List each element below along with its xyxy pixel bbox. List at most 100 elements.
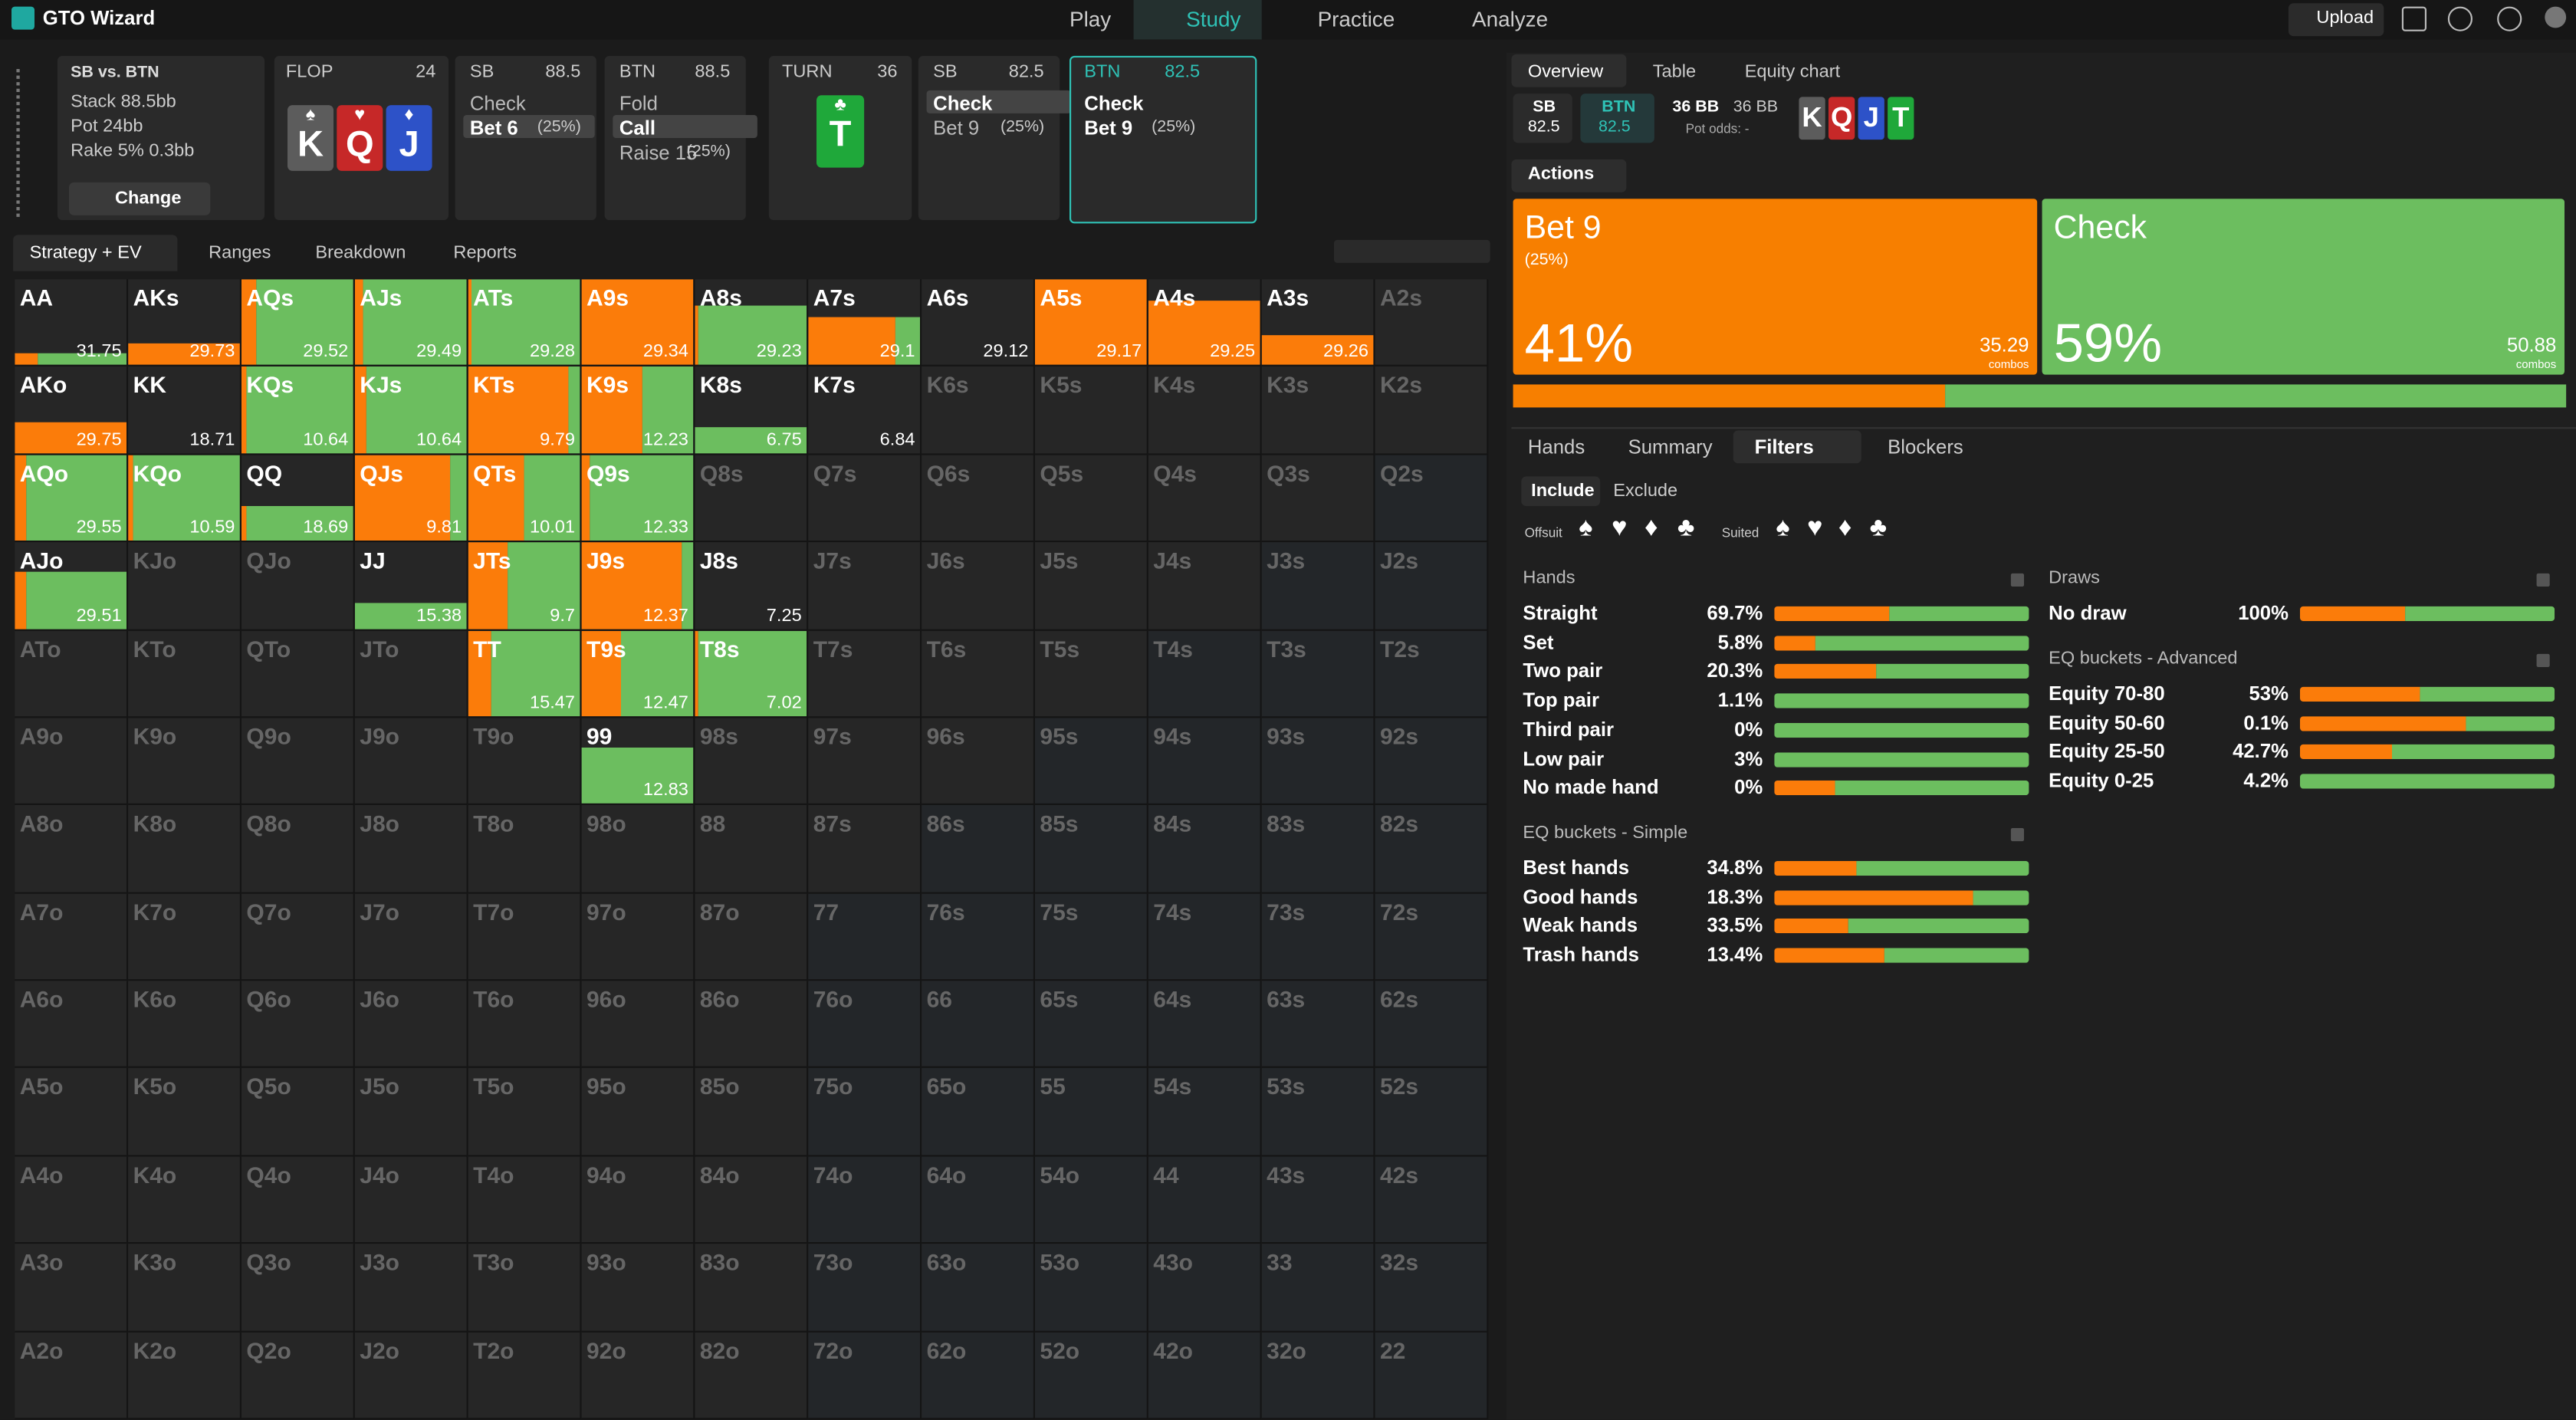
right-tab[interactable]: Table [1652,62,1697,83]
action-option[interactable]: Bet 9 [933,117,980,140]
suit-toggle[interactable]: ♥ [1807,514,1823,543]
hand-cell[interactable]: 65s [1035,981,1148,1069]
action-card[interactable] [1513,199,2038,375]
hand-cell[interactable]: 93s [1261,718,1375,806]
hand-cell[interactable]: J2o [354,1332,468,1420]
hand-cell[interactable]: Q9s 12.33 [581,455,695,543]
grid-tab[interactable]: Breakdown [315,243,406,263]
hand-cell[interactable]: 82o [695,1332,809,1420]
hand-cell[interactable]: 62o [922,1332,1035,1420]
hand-cell[interactable]: K5s [1035,367,1148,455]
suit-toggle[interactable]: ♦ [1838,514,1852,543]
hand-cell[interactable]: Q6o [242,981,355,1069]
hand-cell[interactable]: JJ 15.38 [354,542,468,630]
action-option[interactable]: Check [1084,92,1144,115]
action-option[interactable]: Fold [619,92,658,115]
action-option[interactable]: Raise 15 [619,141,698,165]
hand-cell[interactable]: 65o [922,1068,1035,1157]
filter-name[interactable]: Third pair [1523,717,1615,741]
hand-cell[interactable]: T5s [1035,629,1148,718]
hand-cell[interactable]: Q7s [808,455,922,543]
hand-cell[interactable]: A7s 29.1 [808,279,922,367]
hand-cell[interactable]: AQs 29.52 [242,279,355,367]
hand-cell[interactable]: 86s [922,805,1035,894]
suit-toggle[interactable]: ♥ [1612,514,1628,543]
action-option[interactable]: Bet 9 [1084,117,1133,140]
side-icons[interactable] [16,69,39,217]
hand-cell[interactable]: QTo [242,629,355,718]
hand-cell[interactable]: 76o [808,981,922,1069]
hand-cell[interactable]: J7o [354,893,468,981]
hand-cell[interactable]: Q9o [242,718,355,806]
hand-cell[interactable]: 95o [581,1068,695,1157]
avatar[interactable] [2545,6,2567,28]
hand-cell[interactable]: 88 [695,805,809,894]
hand-cell[interactable]: QJo [242,542,355,630]
hand-cell[interactable]: J7s [808,542,922,630]
icon[interactable] [2401,6,2426,31]
hand-cell[interactable]: 84o [695,1156,809,1244]
right-tab[interactable]: Overview [1527,62,1604,83]
suit-toggle[interactable]: ♣ [1677,514,1695,543]
hand-cell[interactable]: JTo [354,629,468,718]
hand-cell[interactable]: K5o [128,1068,242,1157]
hand-cell[interactable]: T8o [468,805,582,894]
hand-cell[interactable]: J8s 7.25 [695,542,809,630]
hand-cell[interactable]: T9o [468,718,582,806]
action-option[interactable]: Bet 6 [469,117,518,140]
hand-cell[interactable]: Q2o [242,1332,355,1420]
hand-cell[interactable]: 66 [922,981,1035,1069]
hand-cell[interactable]: 85o [695,1068,809,1157]
hand-cell[interactable]: 93o [581,1244,695,1332]
hand-cell[interactable]: KTo [128,629,242,718]
hand-cell[interactable]: 96s [922,718,1035,806]
hand-cell[interactable]: T3o [468,1244,582,1332]
filter-name[interactable]: Equity 25-50 [2049,740,2165,764]
section-toggle[interactable] [2010,828,2024,842]
hand-cell[interactable]: T6o [468,981,582,1069]
section-toggle[interactable] [2536,573,2550,587]
suit-toggle[interactable]: ♦ [1644,514,1658,543]
hand-cell[interactable]: Q2s [1375,455,1489,543]
include[interactable]: Include [1531,481,1595,501]
lower-tab[interactable]: Blockers [1888,435,1963,459]
hand-cell[interactable]: Q5s [1035,455,1148,543]
filter-name[interactable]: No draw [2049,601,2127,625]
filter-name[interactable]: Good hands [1523,885,1638,909]
hand-cell[interactable]: 22 [1375,1332,1489,1420]
grid-tab[interactable]: Strategy + EV [29,243,142,263]
hand-cell[interactable]: 97s [808,718,922,806]
hand-cell[interactable]: KQs 10.64 [242,367,355,455]
nav-play[interactable]: Play [1070,6,1112,31]
filter-name[interactable]: Set [1523,630,1554,654]
hand-cell[interactable]: 44 [1148,1156,1262,1244]
hand-cell[interactable]: KJs 10.64 [354,367,468,455]
lower-tab[interactable]: Filters [1754,435,1814,459]
hand-cell[interactable]: 83s [1261,805,1375,894]
hand-cell[interactable]: A9o [15,718,129,806]
hand-cell[interactable]: A4o [15,1156,129,1244]
hand-cell[interactable]: 55 [1035,1068,1148,1157]
hand-cell[interactable]: K9o [128,718,242,806]
nav-practice[interactable]: Practice [1317,6,1395,31]
hand-cell[interactable]: 82s [1375,805,1489,894]
hand-cell[interactable]: J3s [1261,542,1375,630]
hand-cell[interactable]: 87o [695,893,809,981]
hand-cell[interactable]: Q5o [242,1068,355,1157]
hand-cell[interactable]: A9s 29.34 [581,279,695,367]
hand-cell[interactable]: AA 31.75 [15,279,129,367]
hand-cell[interactable]: K3s [1261,367,1375,455]
hand-cell[interactable]: 85s [1035,805,1148,894]
hand-cell[interactable]: A7o [15,893,129,981]
hand-cell[interactable]: J8o [354,805,468,894]
hand-cell[interactable]: KJo [128,542,242,630]
hand-cell[interactable]: 99 12.83 [581,718,695,806]
hand-cell[interactable]: 72s [1375,893,1489,981]
hand-cell[interactable]: AKo 29.75 [15,367,129,455]
hand-cell[interactable]: 42s [1375,1156,1489,1244]
hand-cell[interactable]: QJs 9.81 [354,455,468,543]
hand-cell[interactable]: K7s 6.84 [808,367,922,455]
hand-cell[interactable]: 42o [1148,1332,1262,1420]
actions-menu[interactable] [1511,159,1627,192]
exclude[interactable]: Exclude [1613,481,1678,501]
